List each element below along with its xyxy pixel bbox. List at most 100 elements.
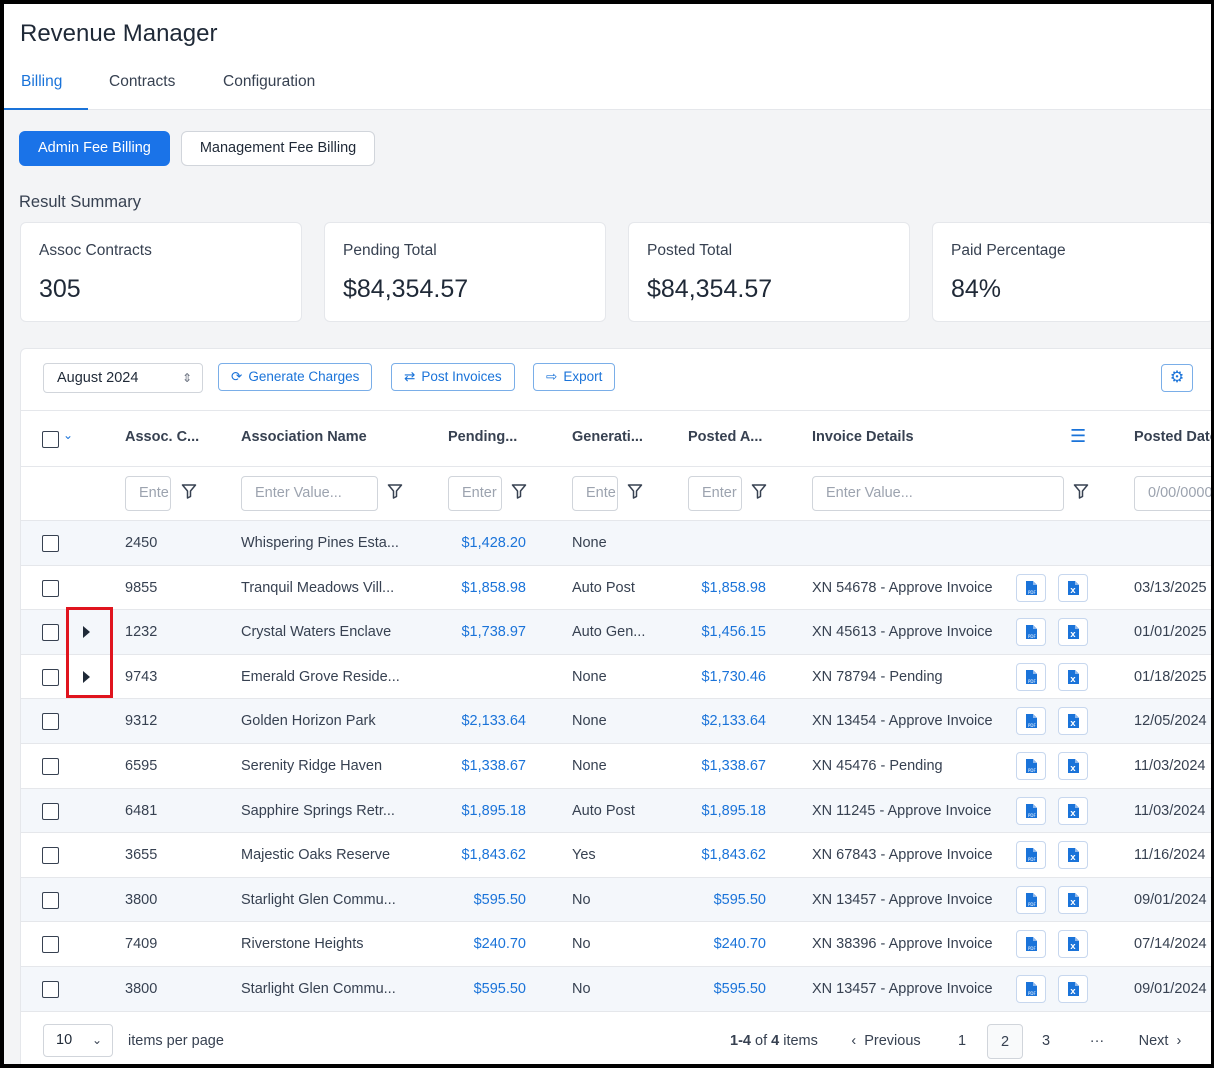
posted-date-filter-input[interactable]: 0/00/0000 — [1134, 476, 1211, 511]
page-2-button[interactable]: 2 — [987, 1024, 1023, 1059]
posted-amount-link[interactable]: $1,730.46 — [701, 668, 766, 685]
select-all-checkbox[interactable] — [42, 431, 59, 448]
pdf-file-icon[interactable]: PDF — [1016, 841, 1046, 870]
management-fee-billing-button[interactable]: Management Fee Billing — [180, 131, 376, 166]
filter-icon[interactable] — [181, 483, 197, 499]
excel-file-icon[interactable]: X — [1058, 841, 1088, 870]
table-row[interactable]: 1232 Crystal Waters Enclave $1,738.97 Auto … — [21, 610, 1211, 655]
pending-amount-link[interactable]: $2,133.64 — [461, 713, 526, 730]
col-header-assoc-code[interactable]: Assoc. C... — [125, 429, 200, 445]
excel-file-icon[interactable]: X — [1058, 930, 1088, 959]
pdf-file-icon[interactable]: PDF — [1016, 930, 1046, 959]
excel-file-icon[interactable]: X — [1058, 885, 1088, 914]
pdf-file-icon[interactable]: PDF — [1016, 662, 1046, 691]
pending-amount-link[interactable]: $595.50 — [473, 980, 526, 997]
generation-filter-input[interactable]: Ente — [572, 476, 618, 511]
table-row[interactable]: 3800 Starlight Glen Commu... $595.50 No $595… — [21, 877, 1211, 923]
pending-amount-link[interactable]: $1,428.20 — [461, 535, 526, 551]
row-checkbox[interactable] — [42, 579, 59, 597]
row-checkbox[interactable] — [42, 624, 59, 642]
excel-file-icon[interactable]: X — [1058, 662, 1088, 691]
posted-amount-link[interactable]: $2,133.64 — [701, 713, 766, 730]
page-size-select[interactable]: 10 ⌄ — [43, 1024, 113, 1057]
table-row[interactable]: 9743 Emerald Grove Reside... None $1,730.46… — [21, 655, 1211, 700]
excel-file-icon[interactable]: X — [1058, 707, 1088, 736]
row-checkbox[interactable] — [42, 757, 59, 775]
table-row[interactable]: 9855 Tranquil Meadows Vill... $1,858.98 Aut… — [21, 566, 1211, 611]
table-row[interactable]: 7409 Riverstone Heights $240.70 No $240.70 XN… — [21, 922, 1211, 967]
col-header-generation[interactable]: Generati... — [572, 429, 643, 445]
excel-file-icon[interactable]: X — [1058, 796, 1088, 825]
invoice-details-filter-input[interactable]: Enter Value... — [812, 476, 1064, 511]
col-header-posted-amount[interactable]: Posted A... — [688, 429, 763, 445]
pending-amount-link[interactable]: $1,738.97 — [461, 624, 526, 641]
col-header-posted-date[interactable]: Posted Date — [1134, 429, 1214, 445]
more-pages-button[interactable]: ··· — [1089, 1033, 1105, 1049]
row-checkbox[interactable] — [42, 847, 59, 865]
pending-amount-link[interactable]: $1,895.18 — [461, 802, 526, 819]
expand-row-icon[interactable] — [83, 670, 90, 683]
gear-icon[interactable]: ⚙ — [1161, 364, 1193, 392]
pending-filter-input[interactable]: Enter — [448, 476, 502, 511]
pdf-file-icon[interactable]: PDF — [1016, 796, 1046, 825]
table-row[interactable]: 3800 Starlight Glen Commu... $595.50 No $595… — [21, 966, 1211, 1012]
row-checkbox[interactable] — [42, 891, 59, 909]
excel-file-icon[interactable]: X — [1058, 974, 1088, 1003]
posted-amount-link[interactable]: $240.70 — [713, 936, 766, 953]
posted-amount-filter-input[interactable]: Enter — [688, 476, 742, 511]
period-select[interactable]: August 2024 ⇕ — [43, 363, 203, 393]
pending-amount-link[interactable]: $1,338.67 — [461, 757, 526, 774]
pdf-file-icon[interactable]: PDF — [1016, 885, 1046, 914]
excel-file-icon[interactable]: X — [1058, 751, 1088, 780]
tab-billing[interactable]: Billing — [4, 68, 88, 110]
table-row[interactable]: 9312 Golden Horizon Park $2,133.64 None $2,1… — [21, 699, 1211, 744]
pdf-file-icon[interactable]: PDF — [1016, 618, 1046, 647]
row-checkbox[interactable] — [42, 713, 59, 731]
tab-configuration[interactable]: Configuration — [223, 73, 316, 90]
posted-amount-link[interactable]: $1,843.62 — [701, 847, 766, 864]
col-header-pending[interactable]: Pending... — [448, 429, 518, 445]
excel-file-icon[interactable]: X — [1058, 573, 1088, 602]
export-button[interactable]: ⇨ Export — [533, 363, 616, 391]
row-checkbox[interactable] — [42, 535, 59, 552]
table-row[interactable]: 6481 Sapphire Springs Retr... $1,895.18 Aut… — [21, 788, 1211, 834]
pdf-file-icon[interactable]: PDF — [1016, 974, 1046, 1003]
filter-icon[interactable] — [627, 483, 643, 499]
posted-amount-link[interactable]: $1,456.15 — [701, 624, 766, 641]
pending-amount-link[interactable]: $1,858.98 — [461, 579, 526, 596]
column-menu-icon[interactable]: ☰ — [1070, 426, 1087, 446]
col-header-invoice-details[interactable]: Invoice Details — [812, 429, 914, 445]
pending-amount-link[interactable]: $595.50 — [473, 891, 526, 908]
assoc-name-filter-input[interactable]: Enter Value... — [241, 476, 378, 511]
page-3-button[interactable]: 3 — [1041, 1033, 1051, 1049]
row-checkbox[interactable] — [42, 980, 59, 998]
posted-amount-link[interactable]: $1,338.67 — [701, 757, 766, 774]
next-page-button[interactable]: Next › — [1127, 1024, 1193, 1059]
filter-icon[interactable] — [751, 483, 767, 499]
table-row[interactable]: 3655 Majestic Oaks Reserve $1,843.62 Yes $1,… — [21, 833, 1211, 878]
assoc-code-filter-input[interactable]: Ente — [125, 476, 171, 511]
col-header-assoc-name[interactable]: Association Name — [241, 429, 367, 445]
row-checkbox[interactable] — [42, 668, 59, 686]
posted-amount-link[interactable]: $1,858.98 — [701, 579, 766, 596]
table-row[interactable]: 2450 Whispering Pines Esta... $1,428.20 Non… — [21, 521, 1211, 566]
filter-icon[interactable] — [1073, 483, 1089, 499]
tab-contracts[interactable]: Contracts — [109, 73, 176, 90]
posted-amount-link[interactable]: $595.50 — [713, 980, 766, 997]
pending-amount-link[interactable]: $240.70 — [473, 936, 526, 953]
pending-amount-link[interactable]: $1,843.62 — [461, 847, 526, 864]
posted-amount-link[interactable]: $595.50 — [713, 891, 766, 908]
pdf-file-icon[interactable]: PDF — [1016, 707, 1046, 736]
pdf-file-icon[interactable]: PDF — [1016, 751, 1046, 780]
post-invoices-button[interactable]: ⇄ Post Invoices — [391, 363, 515, 391]
table-row[interactable]: 6595 Serenity Ridge Haven $1,338.67 None $1,… — [21, 744, 1211, 789]
chevron-down-icon[interactable]: ⌄ — [63, 428, 74, 442]
admin-fee-billing-button[interactable]: Admin Fee Billing — [19, 131, 170, 166]
page-1-button[interactable]: 1 — [957, 1033, 967, 1049]
row-checkbox[interactable] — [42, 802, 59, 820]
pdf-file-icon[interactable]: PDF — [1016, 573, 1046, 602]
generate-charges-button[interactable]: ⟳ Generate Charges — [218, 363, 373, 391]
filter-icon[interactable] — [387, 483, 403, 499]
previous-page-button[interactable]: ‹ Previous — [843, 1024, 929, 1059]
expand-row-icon[interactable] — [83, 626, 90, 639]
